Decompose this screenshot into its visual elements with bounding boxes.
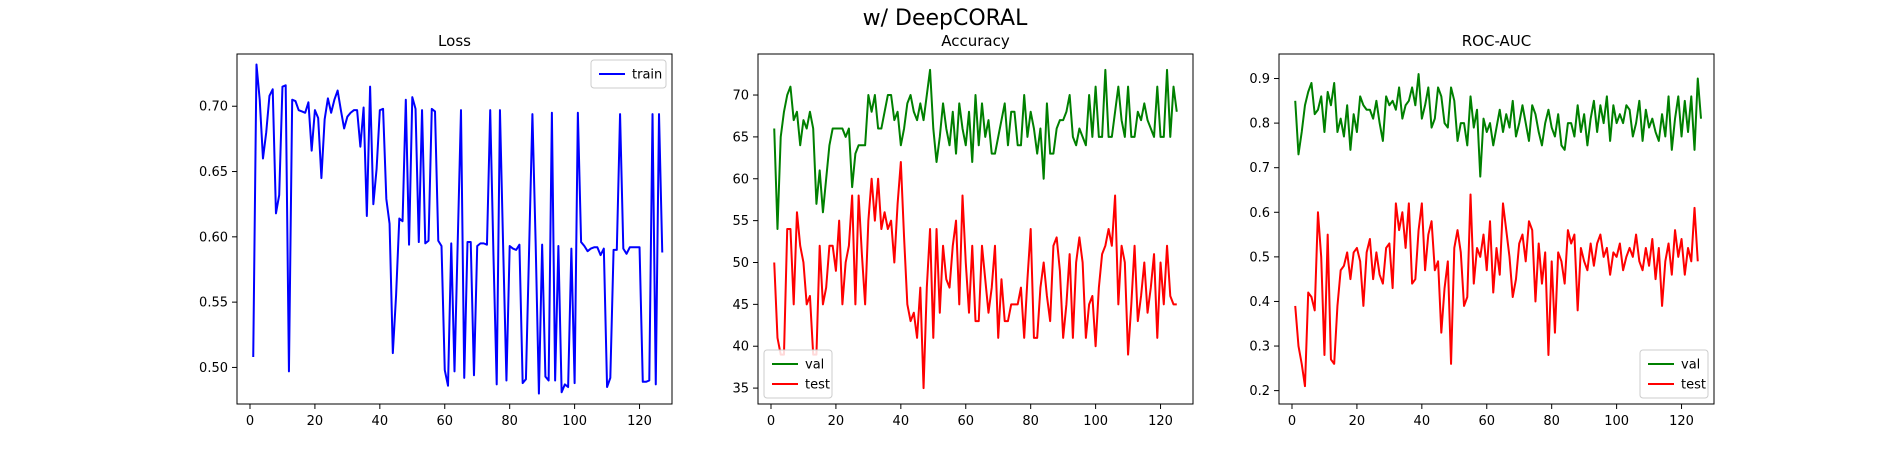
y-tick-label: 60 [732,172,749,187]
series-line-test [1294,193,1699,388]
x-tick-label: 80 [1543,414,1560,429]
y-tick-label: 0.2 [1249,384,1270,399]
x-tick-label: 20 [1349,414,1366,429]
y-tick-label: 0.65 [199,165,228,180]
subplot-title: Accuracy [941,32,1010,50]
y-tick-label: 0.60 [199,230,228,245]
y-tick-label: 0.9 [1249,72,1270,87]
y-tick-label: 65 [732,130,749,145]
y-tick-label: 0.55 [199,296,228,311]
series-line-val [773,68,1178,230]
y-tick-label: 70 [732,89,749,104]
legend: val test [763,349,833,399]
y-tick-label: 35 [732,382,749,397]
subplot-roc-auc: ROC-AUC 0 20 40 60 80 100 120 0.2 0.3 0.4 0.5 0.6 0.7… [1249,32,1715,429]
y-tick-label: 0.8 [1249,117,1270,132]
axes-frame [757,53,1194,405]
x-tick-label: 40 [372,414,389,429]
y-tick-label: 0.7 [1249,161,1270,176]
axes-frame [236,53,673,405]
x-tick-label: 100 [1604,414,1629,429]
x-tick-label: 60 [1478,414,1495,429]
y-tick-label: 0.3 [1249,340,1270,355]
x-tick-label: 0 [767,414,775,429]
subplot-accuracy: Accuracy 0 20 40 60 80 100 120 35 40 45 50 55 60 65 70 v… [732,32,1194,429]
subplot-title: Loss [438,32,471,50]
legend-box [1639,349,1709,399]
x-tick-label: 40 [1414,414,1431,429]
y-tick-label: 0.50 [199,361,228,376]
x-tick-label: 120 [1148,414,1173,429]
y-tick-label: 0.6 [1249,206,1270,221]
x-tick-label: 80 [1022,414,1039,429]
series-line-train [252,63,664,395]
y-tick-label: 0.4 [1249,295,1270,310]
x-tick-label: 40 [893,414,910,429]
legend-label-train: train [632,68,662,83]
legend-label-val: val [1681,358,1700,373]
y-tick-label: 0.70 [199,100,228,115]
axes-frame [1278,53,1715,405]
legend-label-val: val [805,358,824,373]
series-line-test [773,161,1177,390]
y-tick-label: 40 [732,340,749,355]
y-tick-label: 50 [732,256,749,271]
x-tick-label: 0 [1288,414,1296,429]
x-tick-label: 60 [436,414,453,429]
legend: train [590,59,667,89]
x-tick-label: 100 [562,414,587,429]
x-tick-label: 100 [1083,414,1108,429]
y-tick-label: 45 [732,298,749,313]
y-tick-label: 0.5 [1249,250,1270,265]
figure-title: w/ DeepCORAL [863,6,1028,31]
legend-box [590,59,667,89]
legend-label-test: test [805,378,830,393]
x-tick-label: 80 [501,414,518,429]
subplot-loss: Loss 0 20 40 60 80 100 120 0.50 0.55 0.60 0.65 0.70 t… [199,32,673,429]
series-line-val [1294,73,1703,178]
legend-box [763,349,833,399]
x-tick-label: 20 [828,414,845,429]
x-tick-label: 120 [627,414,652,429]
legend-label-test: test [1681,378,1706,393]
x-tick-label: 120 [1669,414,1694,429]
x-tick-label: 20 [307,414,324,429]
subplot-title: ROC-AUC [1462,32,1532,50]
y-tick-label: 55 [732,214,749,229]
x-tick-label: 60 [957,414,974,429]
x-tick-label: 0 [246,414,254,429]
legend: val test [1639,349,1709,399]
